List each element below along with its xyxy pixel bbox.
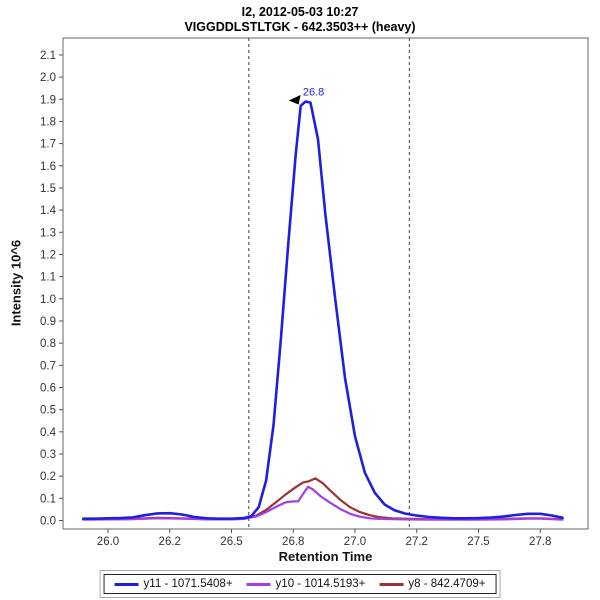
y-tick-label: 1.6 (40, 161, 56, 173)
y-tick-label: 0.1 (40, 493, 56, 505)
chart-title: I2, 2012-05-03 10:27 (241, 5, 359, 19)
x-tick-label: 27.2 (406, 536, 428, 548)
x-tick-label: 27.5 (467, 536, 489, 548)
y-axis-label: Intensity 10^6 (8, 239, 24, 327)
y-tick-label: 0.3 (40, 449, 56, 461)
x-tick-label: 26.8 (282, 536, 304, 548)
y-tick-label: 1.9 (40, 94, 56, 106)
x-tick-label: 27.8 (529, 536, 551, 548)
legend-item-y10: y10 - 1014.5193+ (246, 578, 366, 590)
x-axis-label: Retention Time (278, 549, 373, 564)
y-tick-label: 1.0 (40, 294, 56, 306)
x-tick-label: 26.5 (220, 536, 242, 548)
y-tick-label: 1.8 (40, 116, 56, 128)
y11-series-color-swatch (114, 582, 139, 586)
y-tick-label: 0.8 (40, 338, 56, 350)
y-tick-label: 0.0 (40, 516, 56, 528)
y-tick-label: 1.2 (40, 249, 56, 261)
plot-frame (62, 37, 589, 530)
peak-annotation-arrow-icon (288, 94, 301, 105)
y-tick-label: 0.9 (40, 316, 56, 328)
legend-box: y11 - 1071.5408+ y10 - 1014.5193+ y8 - 8… (99, 570, 501, 598)
y-tick-label: 1.4 (40, 205, 57, 217)
legend-item-y11: y11 - 1071.5408+ (114, 578, 233, 590)
y10-series-color-swatch (246, 582, 271, 586)
legend-item-y8: y8 - 842.4709+ (379, 578, 485, 590)
y8-series-color-swatch (379, 582, 404, 586)
x-tick-label: 27.0 (344, 536, 366, 548)
chart-subtitle: VIGGDDLSTLTGK - 642.3503++ (heavy) (184, 20, 416, 34)
y-tick-label: 1.5 (40, 183, 56, 195)
y-tick-label: 0.4 (40, 427, 57, 439)
legend: y11 - 1071.5408+ y10 - 1014.5193+ y8 - 8… (103, 574, 497, 594)
series-line-y11[interactable] (82, 100, 564, 521)
y-tick-label: 0.6 (40, 382, 56, 394)
y-tick-label: 0.7 (40, 360, 56, 372)
y-tick-label: 2.1 (40, 50, 56, 62)
x-tick-label: 26.2 (159, 536, 181, 548)
x-tick-label: 26.0 (97, 536, 119, 548)
y-tick-label: 1.1 (40, 272, 56, 284)
peak-annotation[interactable]: 26.8 (303, 86, 324, 98)
y-tick-label: 0.5 (40, 405, 56, 417)
y-tick-label: 0.2 (40, 471, 56, 483)
legend-label-y10: y10 - 1014.5193+ (275, 578, 366, 590)
y-tick-label: 1.3 (40, 227, 56, 239)
y-tick-label: 2.0 (40, 72, 56, 84)
y-tick-label: 1.7 (40, 139, 56, 151)
legend-label-y8: y8 - 842.4709+ (408, 578, 486, 590)
legend-label-y11: y11 - 1071.5408+ (143, 578, 233, 590)
